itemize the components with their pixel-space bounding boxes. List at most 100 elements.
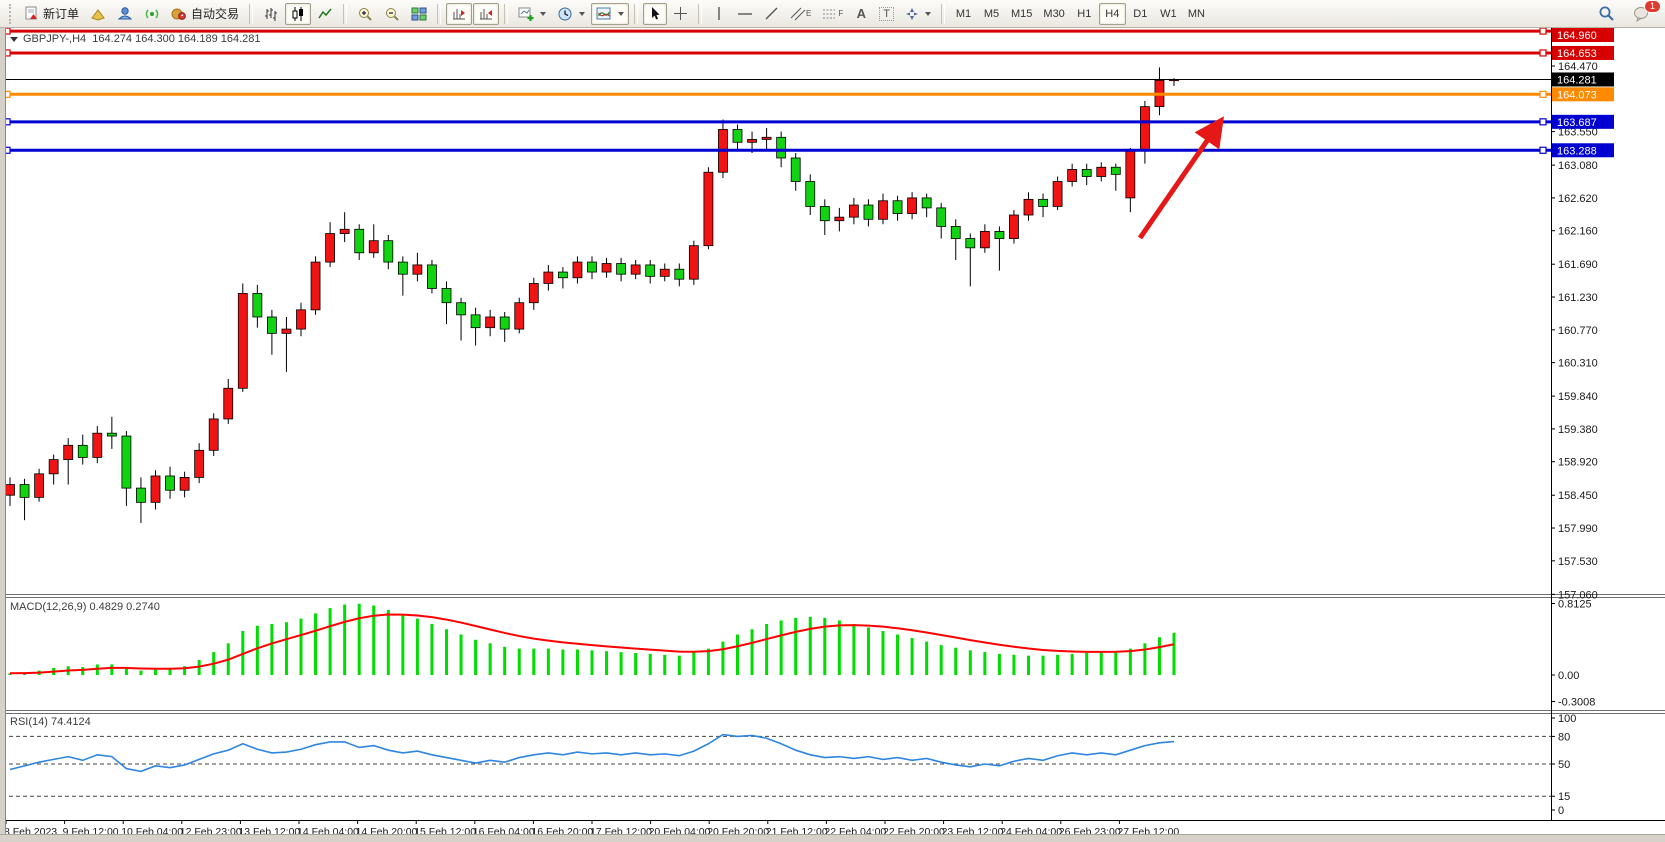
- candle-body: [761, 136, 772, 140]
- macd-histogram-bar: [1114, 651, 1118, 675]
- price-axis-label: 161.690: [1558, 259, 1598, 271]
- macd-histogram-bar: [925, 641, 929, 675]
- autotrading-icon: [171, 6, 187, 21]
- candle-body: [558, 271, 568, 279]
- templates-button[interactable]: [591, 2, 630, 25]
- chart-symbol-title[interactable]: GBPJPY-,H4 164.274 164.300 164.189 164.2…: [10, 33, 261, 45]
- price-axis-label: 162.620: [1558, 193, 1598, 205]
- profiles-button[interactable]: [85, 3, 111, 25]
- macd-histogram-bar: [619, 652, 623, 675]
- macd-histogram-bar: [1041, 655, 1045, 675]
- candle-body: [1110, 166, 1121, 175]
- equidistant-channel-button[interactable]: E: [785, 3, 816, 25]
- signals-button[interactable]: [139, 3, 165, 25]
- trendline-icon: [764, 6, 779, 21]
- autotrading-label: 自动交易: [191, 7, 240, 21]
- text-button[interactable]: A: [849, 3, 873, 25]
- new-chart-button[interactable]: [513, 3, 551, 25]
- timeframe-mn-button[interactable]: MN: [1187, 7, 1205, 20]
- auto-scroll-button[interactable]: [446, 2, 473, 25]
- crosshair-icon: [673, 6, 688, 21]
- macd-histogram-bar: [372, 605, 376, 675]
- fibonacci-icon: [822, 7, 838, 21]
- line-handle: [1539, 28, 1547, 35]
- price-axis-label: 163.550: [1558, 127, 1598, 139]
- notifications-button[interactable]: 1: [1628, 0, 1661, 25]
- toolbar-separator: [698, 3, 703, 24]
- toolbar: 新订单 自动交易: [0, 0, 1665, 28]
- price-axis-label: 161.230: [1558, 292, 1598, 304]
- bar-chart-button[interactable]: [258, 3, 284, 25]
- candle-body: [310, 261, 321, 311]
- macd-histogram-bar: [81, 667, 85, 675]
- candle-body: [528, 283, 539, 304]
- macd-histogram-bar: [575, 649, 579, 675]
- timeframe-h4-button[interactable]: H4: [1098, 2, 1126, 25]
- timeframe-w1-button[interactable]: W1: [1160, 7, 1177, 20]
- macd-histogram-bar: [386, 609, 390, 675]
- candle-body: [1081, 168, 1092, 177]
- macd-histogram-bar: [1012, 654, 1016, 675]
- macd-histogram-bar: [852, 623, 856, 675]
- macd-histogram-bar: [488, 643, 492, 675]
- macd-histogram-bar: [794, 617, 798, 675]
- price-badge-label: 163.288: [1557, 145, 1597, 157]
- periods-button[interactable]: [552, 3, 590, 25]
- macd-histogram-bar: [837, 620, 841, 675]
- timeframe-m15-button[interactable]: M15: [1011, 7, 1033, 20]
- rsi-indicator-label: RSI(14) 74.4124: [10, 716, 91, 728]
- macd-histogram-bar: [8, 673, 12, 675]
- zoom-in-button[interactable]: [352, 3, 378, 25]
- search-button[interactable]: [1593, 3, 1620, 25]
- price-axis-label: 157.530: [1558, 556, 1598, 568]
- tile-windows-button[interactable]: [406, 3, 432, 25]
- macd-histogram-bar: [983, 652, 987, 675]
- price-chart[interactable]: 164.470 163.550 163.080 162.620 162.160 161.6…: [0, 28, 1665, 842]
- timeframe-m1-button[interactable]: M1: [955, 7, 972, 20]
- horizontal-line-button[interactable]: [732, 3, 758, 25]
- candle-body: [106, 432, 117, 437]
- candle-body: [121, 435, 132, 489]
- candle-body: [441, 288, 452, 304]
- line-chart-button[interactable]: [312, 3, 338, 25]
- macd-histogram-bar: [110, 664, 114, 675]
- trendline-button[interactable]: [759, 3, 784, 25]
- vertical-line-button[interactable]: [707, 3, 731, 25]
- toolbar-separator: [343, 3, 348, 24]
- new-order-button[interactable]: 新订单: [19, 3, 84, 25]
- market-watch-icon: [117, 6, 133, 21]
- macd-histogram-bar: [401, 615, 405, 675]
- market-watch-button[interactable]: [112, 3, 138, 25]
- macd-histogram-bar: [183, 666, 187, 675]
- macd-axis-label: -0.3008: [1558, 696, 1595, 708]
- macd-histogram-bar: [1099, 652, 1103, 675]
- profiles-icon: [90, 7, 106, 21]
- macd-histogram-bar: [866, 627, 870, 675]
- macd-histogram-bar: [954, 647, 958, 675]
- candlestick-chart-button[interactable]: [285, 2, 312, 25]
- timeframe-h1-button[interactable]: H1: [1077, 7, 1092, 20]
- autotrading-button[interactable]: 自动交易: [166, 3, 244, 25]
- crosshair-button[interactable]: [668, 3, 693, 25]
- chart-shift-button[interactable]: [473, 2, 500, 25]
- arrows-button[interactable]: [900, 3, 936, 25]
- candle-body: [456, 302, 466, 316]
- periods-icon: [557, 6, 573, 22]
- macd-histogram-bar: [154, 669, 157, 675]
- candle-body: [34, 473, 44, 498]
- zoom-out-button[interactable]: [379, 3, 405, 25]
- price-axis-label: 163.080: [1558, 160, 1598, 172]
- fibonacci-button[interactable]: F: [817, 3, 848, 25]
- candle-body: [165, 475, 175, 491]
- cursor-button[interactable]: [643, 2, 668, 25]
- price-axis-label: 157.060: [1558, 589, 1598, 601]
- price-axis-label: 158.450: [1558, 490, 1598, 502]
- chart-collapse-icon[interactable]: [10, 36, 18, 42]
- zoom-out-icon: [384, 6, 400, 22]
- text-label-button[interactable]: T: [874, 3, 899, 25]
- timeframe-m30-button[interactable]: M30: [1043, 7, 1065, 20]
- timeframe-m5-button[interactable]: M5: [983, 7, 1000, 20]
- timeframe-d1-button[interactable]: D1: [1133, 7, 1148, 20]
- price-badge: [1552, 28, 1614, 42]
